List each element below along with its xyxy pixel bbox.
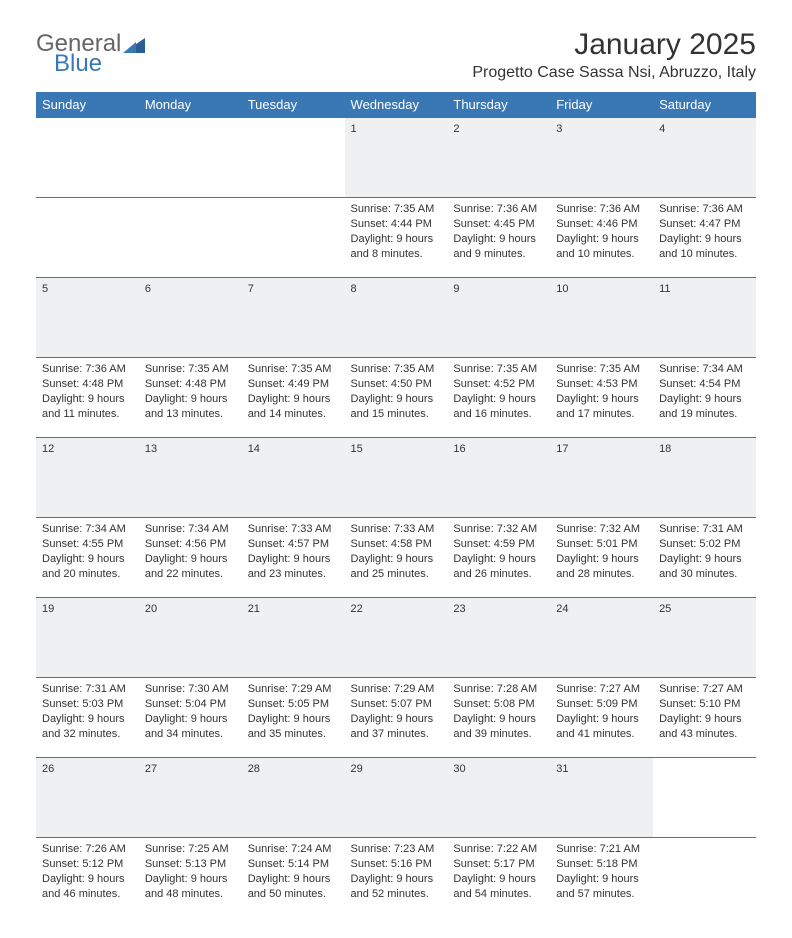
- day-info-cell: Sunrise: 7:33 AMSunset: 4:57 PMDaylight:…: [242, 518, 345, 598]
- logo-triangle-icon: [123, 34, 145, 58]
- day-info-cell: Sunrise: 7:25 AMSunset: 5:13 PMDaylight:…: [139, 838, 242, 918]
- day-number-cell: [139, 118, 242, 198]
- day-number-cell: 29: [345, 758, 448, 838]
- day-number-cell: 7: [242, 278, 345, 358]
- title-block: January 2025 Progetto Case Sassa Nsi, Ab…: [472, 28, 756, 82]
- day-info-cell: [653, 838, 756, 918]
- day-info-cell: Sunrise: 7:35 AMSunset: 4:48 PMDaylight:…: [139, 358, 242, 438]
- weekday-header: Monday: [139, 92, 242, 118]
- day-number-cell: 2: [447, 118, 550, 198]
- day-info-cell: Sunrise: 7:29 AMSunset: 5:05 PMDaylight:…: [242, 678, 345, 758]
- day-info-cell: Sunrise: 7:26 AMSunset: 5:12 PMDaylight:…: [36, 838, 139, 918]
- logo: GeneralBlue: [36, 32, 145, 76]
- day-number-cell: 4: [653, 118, 756, 198]
- day-info-cell: Sunrise: 7:33 AMSunset: 4:58 PMDaylight:…: [345, 518, 448, 598]
- day-info-cell: Sunrise: 7:34 AMSunset: 4:56 PMDaylight:…: [139, 518, 242, 598]
- weekday-header: Friday: [550, 92, 653, 118]
- day-number-cell: [653, 758, 756, 838]
- day-info-cell: Sunrise: 7:21 AMSunset: 5:18 PMDaylight:…: [550, 838, 653, 918]
- page-title: January 2025: [472, 28, 756, 62]
- day-info-cell: Sunrise: 7:24 AMSunset: 5:14 PMDaylight:…: [242, 838, 345, 918]
- day-number-cell: 25: [653, 598, 756, 678]
- day-number-cell: 20: [139, 598, 242, 678]
- day-info-cell: Sunrise: 7:31 AMSunset: 5:02 PMDaylight:…: [653, 518, 756, 598]
- day-info-cell: [242, 198, 345, 278]
- day-number-cell: 14: [242, 438, 345, 518]
- day-info-cell: [36, 198, 139, 278]
- day-info-cell: Sunrise: 7:32 AMSunset: 4:59 PMDaylight:…: [447, 518, 550, 598]
- day-number-cell: 9: [447, 278, 550, 358]
- day-info-cell: Sunrise: 7:36 AMSunset: 4:48 PMDaylight:…: [36, 358, 139, 438]
- day-info-cell: Sunrise: 7:28 AMSunset: 5:08 PMDaylight:…: [447, 678, 550, 758]
- weekday-header: Wednesday: [345, 92, 448, 118]
- day-info-cell: Sunrise: 7:35 AMSunset: 4:52 PMDaylight:…: [447, 358, 550, 438]
- weekday-header: Tuesday: [242, 92, 345, 118]
- day-info-cell: Sunrise: 7:32 AMSunset: 5:01 PMDaylight:…: [550, 518, 653, 598]
- calendar-page: GeneralBlue January 2025 Progetto Case S…: [0, 0, 792, 938]
- day-info-cell: Sunrise: 7:27 AMSunset: 5:10 PMDaylight:…: [653, 678, 756, 758]
- day-number-cell: 26: [36, 758, 139, 838]
- day-info-cell: Sunrise: 7:36 AMSunset: 4:47 PMDaylight:…: [653, 198, 756, 278]
- day-number-cell: 6: [139, 278, 242, 358]
- day-info-cell: Sunrise: 7:31 AMSunset: 5:03 PMDaylight:…: [36, 678, 139, 758]
- calendar-body: 1234Sunrise: 7:35 AMSunset: 4:44 PMDayli…: [36, 118, 756, 918]
- day-info-cell: Sunrise: 7:22 AMSunset: 5:17 PMDaylight:…: [447, 838, 550, 918]
- day-number-cell: [242, 118, 345, 198]
- day-number-cell: 13: [139, 438, 242, 518]
- day-info-cell: Sunrise: 7:35 AMSunset: 4:49 PMDaylight:…: [242, 358, 345, 438]
- day-number-cell: 17: [550, 438, 653, 518]
- weekday-header: Thursday: [447, 92, 550, 118]
- day-number-cell: 16: [447, 438, 550, 518]
- day-number-cell: 30: [447, 758, 550, 838]
- weekday-header: Sunday: [36, 92, 139, 118]
- day-number-cell: 15: [345, 438, 448, 518]
- day-number-cell: 21: [242, 598, 345, 678]
- header: GeneralBlue January 2025 Progetto Case S…: [36, 28, 756, 82]
- day-info-cell: Sunrise: 7:36 AMSunset: 4:45 PMDaylight:…: [447, 198, 550, 278]
- day-number-cell: 18: [653, 438, 756, 518]
- day-number-cell: 22: [345, 598, 448, 678]
- day-number-cell: 10: [550, 278, 653, 358]
- day-number-cell: 19: [36, 598, 139, 678]
- day-info-cell: Sunrise: 7:30 AMSunset: 5:04 PMDaylight:…: [139, 678, 242, 758]
- day-info-cell: Sunrise: 7:34 AMSunset: 4:54 PMDaylight:…: [653, 358, 756, 438]
- day-number-cell: 23: [447, 598, 550, 678]
- day-number-cell: 5: [36, 278, 139, 358]
- day-number-cell: 1: [345, 118, 448, 198]
- day-number-cell: 31: [550, 758, 653, 838]
- day-info-cell: Sunrise: 7:29 AMSunset: 5:07 PMDaylight:…: [345, 678, 448, 758]
- day-info-cell: Sunrise: 7:35 AMSunset: 4:53 PMDaylight:…: [550, 358, 653, 438]
- day-number-cell: 12: [36, 438, 139, 518]
- day-number-cell: 8: [345, 278, 448, 358]
- location: Progetto Case Sassa Nsi, Abruzzo, Italy: [472, 64, 756, 82]
- calendar-table: SundayMondayTuesdayWednesdayThursdayFrid…: [36, 92, 756, 918]
- day-info-cell: Sunrise: 7:35 AMSunset: 4:44 PMDaylight:…: [345, 198, 448, 278]
- day-number-cell: 3: [550, 118, 653, 198]
- day-number-cell: [36, 118, 139, 198]
- day-number-cell: 27: [139, 758, 242, 838]
- day-info-cell: Sunrise: 7:23 AMSunset: 5:16 PMDaylight:…: [345, 838, 448, 918]
- day-number-cell: 24: [550, 598, 653, 678]
- day-info-cell: Sunrise: 7:36 AMSunset: 4:46 PMDaylight:…: [550, 198, 653, 278]
- day-number-cell: 28: [242, 758, 345, 838]
- day-info-cell: Sunrise: 7:34 AMSunset: 4:55 PMDaylight:…: [36, 518, 139, 598]
- day-info-cell: Sunrise: 7:27 AMSunset: 5:09 PMDaylight:…: [550, 678, 653, 758]
- weekday-header: Saturday: [653, 92, 756, 118]
- calendar-head: SundayMondayTuesdayWednesdayThursdayFrid…: [36, 92, 756, 118]
- day-number-cell: 11: [653, 278, 756, 358]
- day-info-cell: [139, 198, 242, 278]
- day-info-cell: Sunrise: 7:35 AMSunset: 4:50 PMDaylight:…: [345, 358, 448, 438]
